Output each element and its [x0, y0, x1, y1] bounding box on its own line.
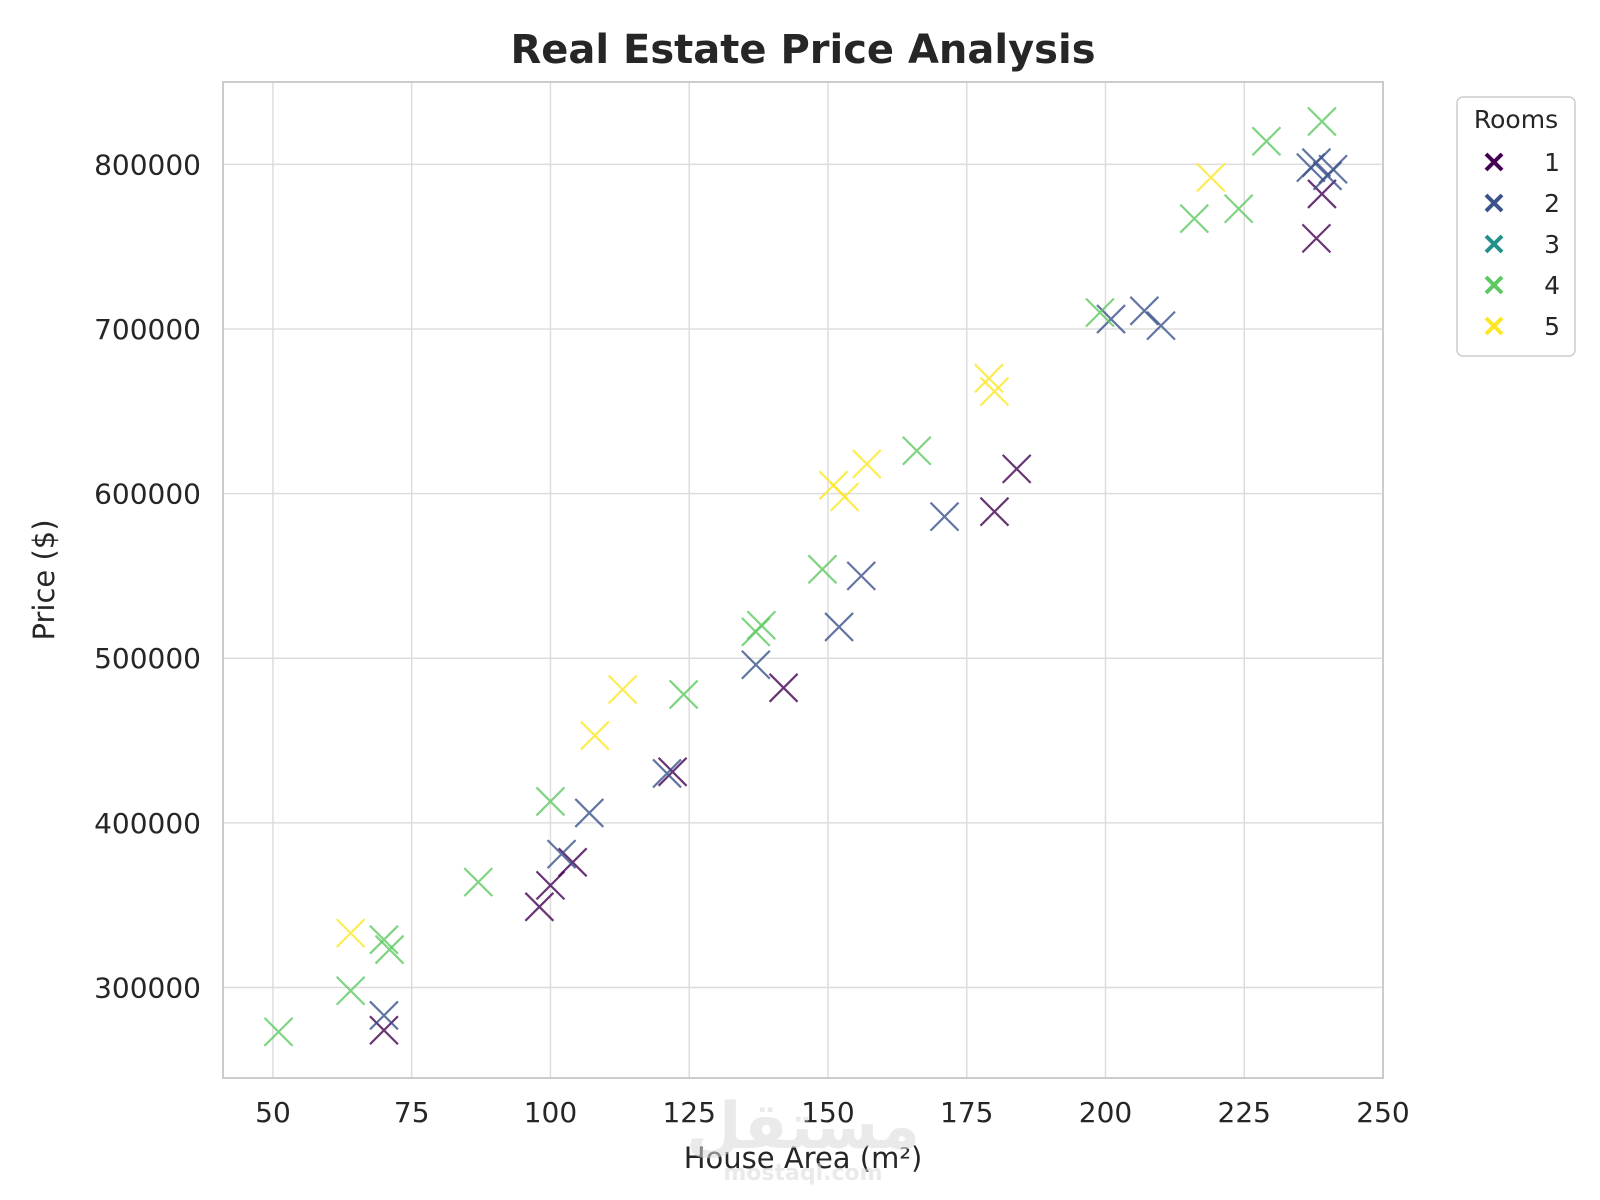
- data-point: [852, 449, 882, 479]
- data-point: [807, 554, 838, 585]
- y-tick-label: 400000: [94, 807, 201, 840]
- legend-label: 5: [1544, 312, 1560, 341]
- data-point: [1146, 310, 1176, 341]
- data-point: [741, 650, 771, 680]
- y-tick-label: 700000: [94, 313, 201, 346]
- data-point: [607, 674, 638, 705]
- data-point: [768, 673, 799, 703]
- y-tick-label: 300000: [94, 971, 201, 1004]
- data-point: [824, 612, 854, 642]
- y-tick-label: 500000: [94, 642, 201, 675]
- series-rooms-5: [335, 162, 1226, 948]
- data-point: [979, 496, 1010, 527]
- series-rooms-4: [263, 106, 1337, 1047]
- data-point: [524, 892, 555, 922]
- y-tick-label: 600000: [94, 478, 201, 511]
- x-tick-label: 75: [394, 1096, 430, 1129]
- x-axis-label: House Area (m²): [684, 1141, 923, 1175]
- series-rooms-2: [369, 147, 1348, 1031]
- legend-marker: [1484, 234, 1504, 254]
- data-point: [374, 934, 405, 965]
- legend-label: 2: [1544, 189, 1560, 218]
- data-point: [1307, 106, 1337, 137]
- data-point: [1129, 296, 1160, 326]
- x-tick-label: 125: [662, 1096, 715, 1129]
- legend-label: 3: [1544, 230, 1560, 259]
- plot-frame: [222, 81, 1384, 1079]
- x-tick-label: 150: [801, 1096, 854, 1129]
- x-tick-label: 100: [524, 1096, 577, 1129]
- legend-marker: [1484, 152, 1504, 172]
- legend-label: 1: [1544, 148, 1560, 177]
- data-point: [546, 839, 577, 869]
- data-point: [746, 610, 777, 641]
- y-tick-labels: 300000 400000 500000 600000 700000 800000: [94, 148, 201, 1004]
- x-tick-labels: 50 75 100 125 150 175 200 225 250: [255, 1096, 1410, 1129]
- data-point: [369, 924, 399, 955]
- legend-marker: [1484, 275, 1504, 295]
- legend-marker: [1484, 193, 1504, 213]
- data-point: [902, 435, 932, 466]
- data-point: [535, 786, 566, 817]
- data-point: [652, 758, 682, 789]
- data-point: [979, 376, 1010, 407]
- data-point: [1196, 162, 1226, 193]
- chart-title: Real Estate Price Analysis: [510, 27, 1095, 73]
- data-point: [1301, 147, 1332, 178]
- data-point: [1001, 454, 1032, 484]
- data-point: [369, 1000, 399, 1031]
- watermark: مستقل mostaql.com: [686, 1090, 920, 1186]
- data-point: [263, 1017, 294, 1047]
- data-point: [1301, 223, 1332, 254]
- data-point: [335, 975, 366, 1006]
- data-point: [829, 482, 860, 512]
- x-tick-label: 50: [255, 1096, 291, 1129]
- data-point: [1085, 297, 1115, 328]
- data-point: [1179, 203, 1210, 234]
- data-point: [1307, 179, 1337, 209]
- x-tick-label: 225: [1218, 1096, 1271, 1129]
- legend-title: Rooms: [1474, 105, 1558, 134]
- data-point: [657, 757, 688, 787]
- x-tick-label: 175: [940, 1096, 993, 1129]
- data-point: [1251, 126, 1282, 157]
- data-point: [929, 501, 960, 532]
- legend-items: 1 2 3 4 5: [1484, 148, 1560, 341]
- data-point: [580, 720, 610, 751]
- data-point: [668, 679, 699, 710]
- data-points: [263, 106, 1348, 1047]
- watermark-logo: مستقل: [686, 1090, 920, 1164]
- data-point: [1318, 154, 1348, 185]
- data-point: [369, 1015, 399, 1046]
- x-tick-label: 250: [1356, 1096, 1409, 1129]
- y-axis-label: Price ($): [27, 519, 61, 640]
- data-point: [335, 918, 366, 948]
- x-tick-label: 200: [1079, 1096, 1132, 1129]
- data-point: [574, 798, 605, 828]
- y-tick-label: 800000: [94, 148, 201, 181]
- legend-marker: [1484, 316, 1504, 336]
- watermark-subtext: mostaql.com: [723, 1161, 882, 1186]
- data-point: [1223, 193, 1254, 224]
- legend: Rooms 1 2 3 4 5: [1456, 96, 1576, 357]
- legend-label: 4: [1544, 271, 1560, 300]
- grid: [223, 82, 1384, 1078]
- data-point: [463, 867, 494, 897]
- series-rooms-1: [369, 179, 1337, 1046]
- data-point: [846, 561, 877, 591]
